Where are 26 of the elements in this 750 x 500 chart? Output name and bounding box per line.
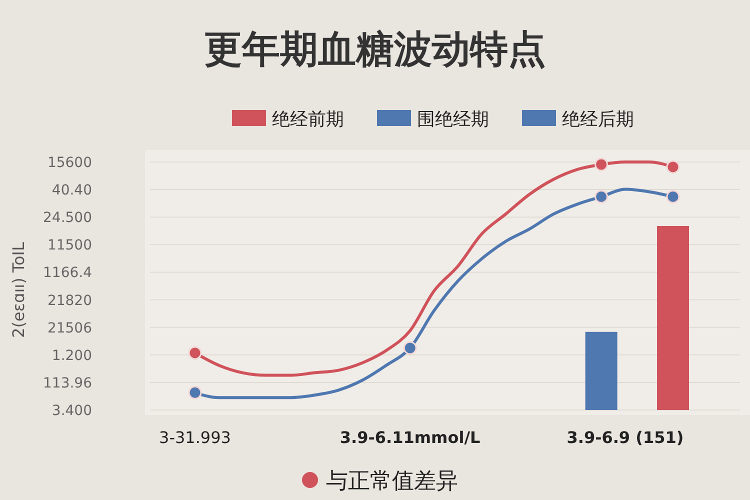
text: 21820 [47, 292, 92, 309]
text: 1166.4 [43, 265, 92, 282]
text: 与正常值差异 [326, 469, 458, 494]
x-tick-label: 3.9-6.9 (151) [566, 428, 684, 447]
point [188, 346, 202, 360]
text: 24.500 [43, 210, 92, 226]
text: 1.200 [52, 348, 92, 364]
point [594, 190, 608, 204]
legend-label: 围绝经期 [417, 109, 489, 130]
text: 113.96 [43, 375, 92, 392]
x-tick-label: 3-31.993 [159, 428, 231, 447]
point [594, 158, 608, 172]
text: 40.40 [52, 182, 92, 199]
point [666, 190, 680, 204]
point [666, 160, 680, 174]
text: 3.400 [52, 403, 92, 419]
chart-title: 更年期血糖波动特点 [204, 27, 546, 71]
legend-label: 绝经前期 [272, 109, 344, 130]
text: 15600 [47, 155, 92, 171]
text: 21506 [47, 320, 92, 336]
point [188, 386, 202, 400]
text: 11500 [47, 238, 92, 254]
legend-label: 绝经后期 [562, 109, 634, 130]
text: 2(eɛɑıı) ToIL [9, 242, 28, 338]
point [403, 341, 417, 355]
x-tick-label: 3.9-6.11mmol/L [340, 428, 480, 447]
